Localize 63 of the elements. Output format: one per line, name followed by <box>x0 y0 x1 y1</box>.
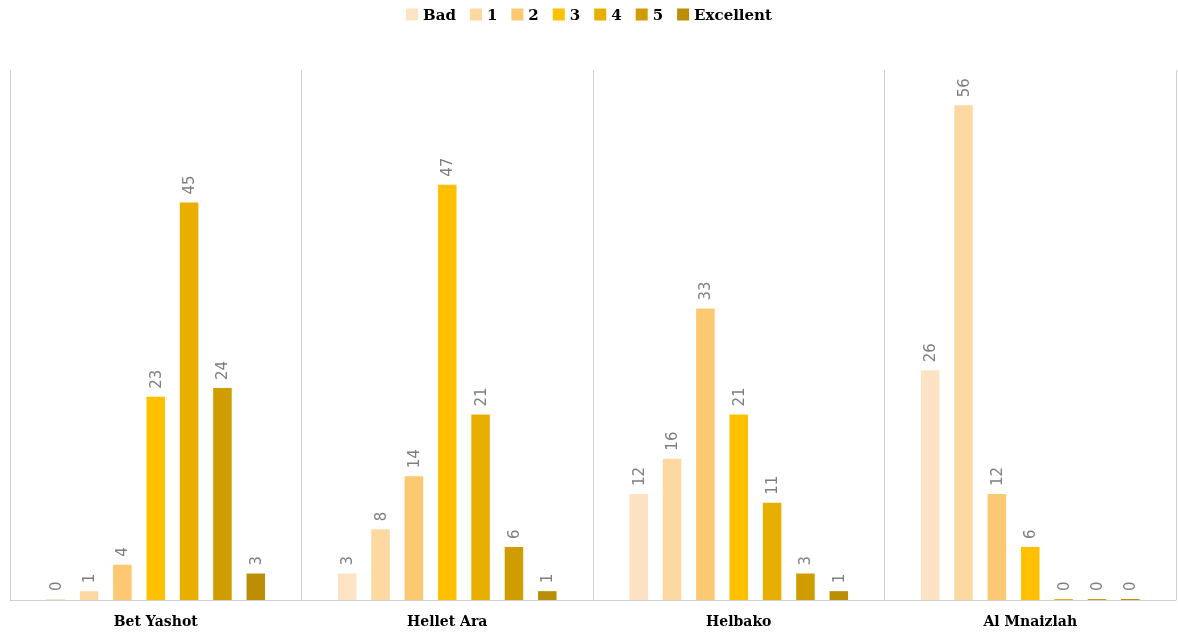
bar <box>696 308 715 600</box>
bar <box>629 494 648 600</box>
legend-label: 5 <box>652 5 664 24</box>
data-label: 3 <box>338 555 357 566</box>
bar <box>246 573 266 600</box>
legend-label: Excellent <box>694 5 773 24</box>
bar <box>113 564 132 600</box>
data-label: 21 <box>729 387 748 407</box>
data-label: 23 <box>146 369 165 389</box>
bar <box>371 529 390 600</box>
data-label: 1 <box>80 573 99 584</box>
legend-label: 4 <box>611 5 622 24</box>
bar <box>538 591 557 600</box>
data-label: 3 <box>796 555 815 566</box>
bar <box>337 573 357 600</box>
data-label: 4 <box>113 547 132 557</box>
bar <box>504 547 524 600</box>
data-label: 12 <box>629 466 648 486</box>
data-label: 1 <box>829 573 848 584</box>
bar <box>213 388 232 600</box>
bar <box>987 494 1007 600</box>
bar <box>404 476 424 600</box>
x-tick-label: Bet Yashot <box>113 613 199 629</box>
data-label: 16 <box>663 431 682 451</box>
legend-label: Bad <box>423 5 457 24</box>
bar <box>762 502 782 600</box>
data-label: 47 <box>438 157 457 177</box>
data-label: 33 <box>696 281 715 301</box>
x-tick-label: Helbako <box>706 613 772 629</box>
bar <box>920 370 940 600</box>
data-label: 12 <box>987 466 1006 486</box>
x-tick-label: Al Mnaizlah <box>982 613 1078 629</box>
bar <box>729 414 749 600</box>
bar <box>79 591 99 600</box>
data-label: 1 <box>538 573 557 584</box>
bar <box>471 414 490 600</box>
data-label: 0 <box>1121 581 1140 591</box>
bar <box>179 202 199 600</box>
bar <box>829 591 849 600</box>
x-tick-label: Hellet Ara <box>407 613 488 629</box>
data-label: 11 <box>763 475 782 495</box>
data-label: 45 <box>180 175 199 195</box>
data-label: 0 <box>1087 581 1106 591</box>
bar <box>954 105 973 600</box>
data-label: 3 <box>246 555 265 566</box>
data-label: 14 <box>404 449 423 469</box>
data-label: 0 <box>1054 581 1073 591</box>
data-label: 8 <box>371 511 390 522</box>
bar <box>796 573 815 600</box>
bar <box>1020 547 1040 600</box>
data-label: 56 <box>954 78 973 98</box>
data-label: 26 <box>921 343 940 363</box>
bar <box>662 458 682 600</box>
data-label: 24 <box>213 360 232 380</box>
legend-label: 3 <box>569 5 581 24</box>
legend-label: 2 <box>528 5 539 24</box>
data-label: 0 <box>46 581 65 591</box>
legend-label: 1 <box>486 5 498 24</box>
data-label: 6 <box>1021 529 1040 539</box>
data-label: 21 <box>471 387 490 407</box>
bar <box>146 396 166 600</box>
bar <box>437 184 457 600</box>
data-label: 6 <box>504 529 523 539</box>
